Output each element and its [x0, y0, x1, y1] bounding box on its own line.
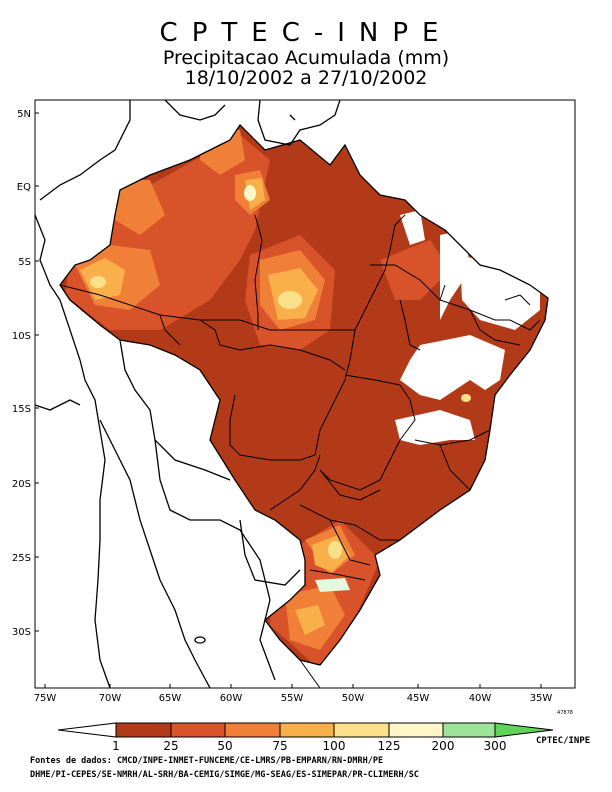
- lat-tick-label: 15S: [12, 404, 31, 415]
- lat-tick-label: 5N: [17, 109, 31, 120]
- lon-tick-label: 60W: [220, 693, 243, 704]
- lon-tick-label: 55W: [281, 693, 304, 704]
- lon-tick-label: 40W: [469, 693, 492, 704]
- lon-tick-label: 65W: [159, 693, 182, 704]
- map-title: Precipitacao Acumulada (mm): [162, 47, 450, 69]
- legend-swatch: [224, 722, 281, 738]
- coastline-detail: [299, 294, 531, 688]
- legend-tick-label: 50: [217, 739, 232, 753]
- lat-tick-label: 10S: [12, 331, 31, 342]
- country-borders: [35, 100, 549, 688]
- legend-tick-label: 75: [272, 739, 287, 753]
- data-sources-line-1: Fontes de dados: CMCD/INPE-INMET-FUNCEME…: [30, 756, 384, 766]
- legend-tick-label: 25: [163, 739, 178, 753]
- map-org-title: CPTEC-INPE: [159, 18, 453, 48]
- lon-tick-label: 35W: [530, 693, 553, 704]
- lon-tick-label: 70W: [99, 693, 122, 704]
- color-legend: 1 25 50 75 100 125 200 300: [57, 722, 554, 753]
- legend-tick-label: 200: [432, 739, 455, 753]
- legend-swatch: [170, 722, 226, 738]
- lat-tick-label: EQ: [17, 182, 31, 193]
- lon-tick-label: 75W: [34, 693, 57, 704]
- lat-axis: [35, 112, 39, 632]
- legend-arrow-left: [57, 722, 117, 738]
- legend-swatch: [279, 722, 335, 738]
- lon-axis: [44, 684, 542, 688]
- lat-tick-label: 20S: [12, 479, 31, 490]
- state-borders: [59, 214, 541, 581]
- cptec-inpe-label: CPTEC/INPE: [536, 736, 591, 746]
- lon-tick-label: 45W: [407, 693, 430, 704]
- legend-swatch: [115, 722, 172, 738]
- legend-swatch: [442, 722, 496, 738]
- lat-tick-label: 25S: [12, 553, 31, 564]
- data-sources-line-2: DHME/PI-CEPES/SE-NMRH/AL-SRH/BA-CEMIG/SI…: [30, 770, 419, 780]
- map-code: 47878: [557, 710, 573, 716]
- map-period: 18/10/2002 a 27/10/2002: [184, 67, 428, 89]
- legend-tick-label: 100: [323, 739, 346, 753]
- legend-tick-label: 125: [378, 739, 401, 753]
- lat-tick-label: 30S: [12, 627, 31, 638]
- legend-swatch: [388, 722, 444, 738]
- lat-tick-label: 5S: [18, 257, 31, 268]
- legend-tick-label: 1: [112, 739, 120, 753]
- lon-tick-label: 50W: [342, 693, 365, 704]
- legend-tick-label: 300: [484, 739, 507, 753]
- legend-arrow-right: [494, 722, 554, 738]
- legend-swatch: [333, 722, 390, 738]
